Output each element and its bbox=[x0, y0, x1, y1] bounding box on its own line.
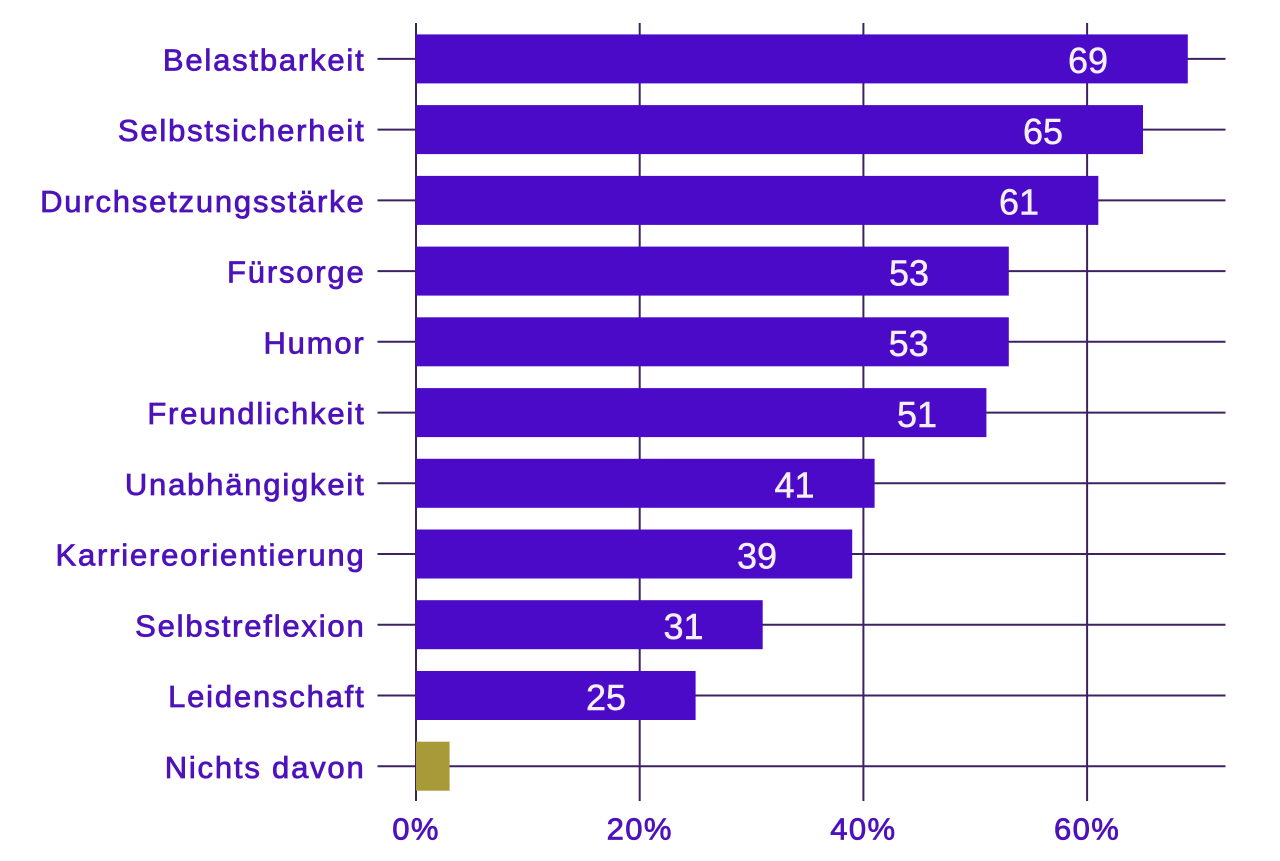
svg-text:Fürsorge: Fürsorge bbox=[227, 255, 365, 290]
svg-text:60%: 60% bbox=[1054, 812, 1120, 847]
svg-text:Belastbarkeit: Belastbarkeit bbox=[163, 43, 366, 78]
svg-text:40%: 40% bbox=[830, 812, 896, 847]
svg-text:0%: 0% bbox=[392, 812, 440, 847]
svg-text:39: 39 bbox=[737, 535, 777, 576]
svg-text:Selbstreflexion: Selbstreflexion bbox=[135, 608, 365, 643]
svg-text:31: 31 bbox=[663, 606, 703, 647]
svg-text:Leidenschaft: Leidenschaft bbox=[168, 679, 365, 714]
svg-text:65: 65 bbox=[1023, 111, 1063, 152]
svg-text:61: 61 bbox=[999, 182, 1039, 223]
svg-text:Freundlichkeit: Freundlichkeit bbox=[147, 396, 365, 431]
svg-text:Humor: Humor bbox=[263, 325, 365, 360]
svg-text:Unabhängigkeit: Unabhängigkeit bbox=[125, 467, 366, 502]
svg-text:41: 41 bbox=[774, 465, 814, 506]
svg-text:Selbstsicherheit: Selbstsicherheit bbox=[118, 113, 366, 148]
svg-text:Nichts davon: Nichts davon bbox=[165, 750, 366, 785]
svg-text:25: 25 bbox=[586, 677, 626, 718]
svg-text:Durchsetzungsstärke: Durchsetzungsstärke bbox=[40, 184, 365, 219]
svg-text:51: 51 bbox=[897, 394, 937, 435]
svg-text:53: 53 bbox=[889, 323, 929, 364]
svg-text:20%: 20% bbox=[607, 812, 673, 847]
svg-text:53: 53 bbox=[889, 252, 929, 293]
svg-text:69: 69 bbox=[1068, 40, 1108, 81]
svg-text:Karriereorientierung: Karriereorientierung bbox=[56, 538, 366, 573]
